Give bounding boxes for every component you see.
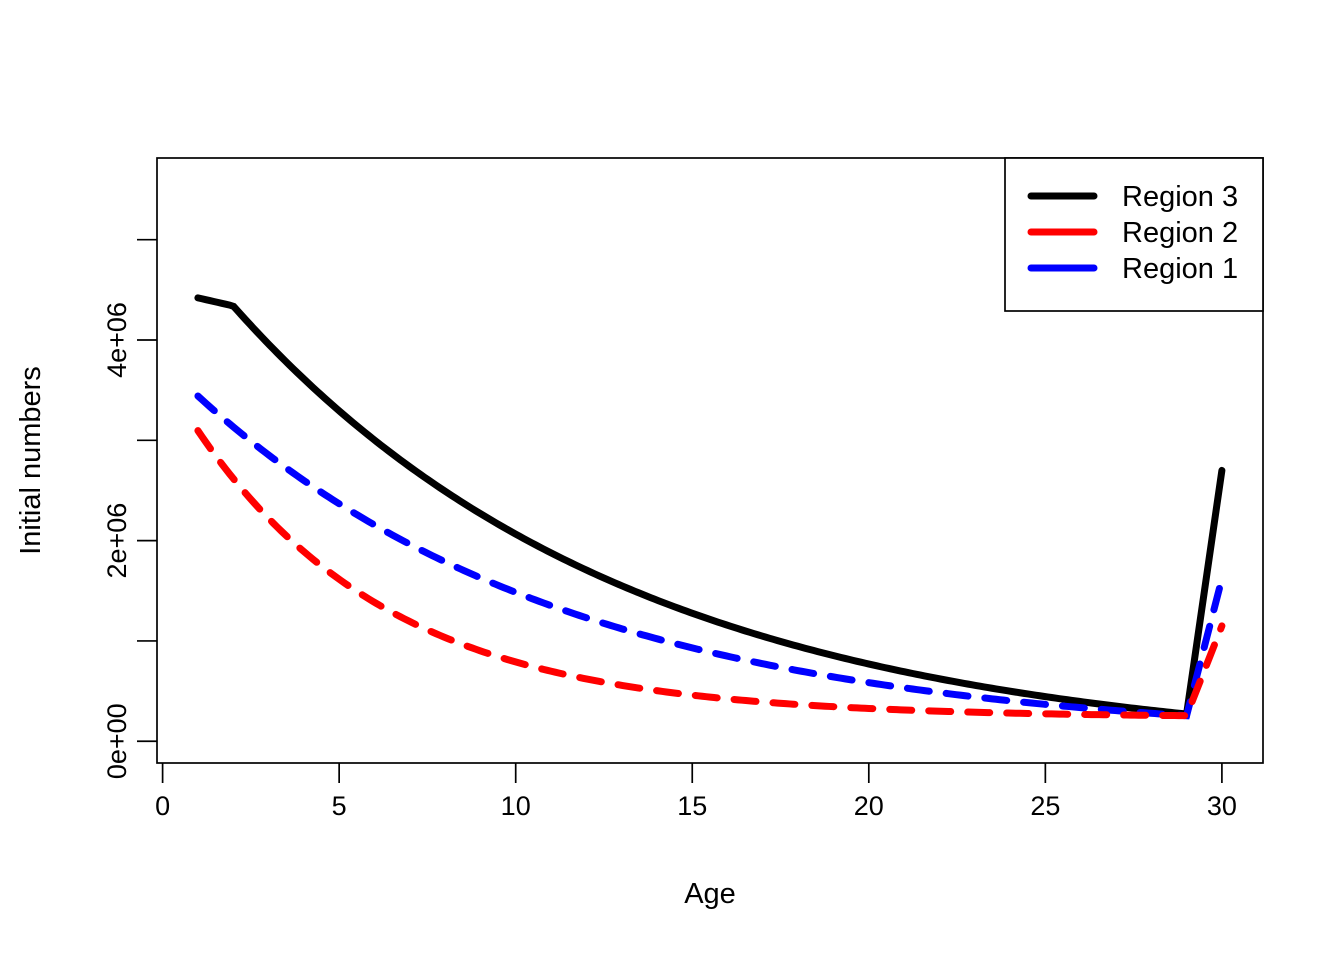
svg-text:Initial numbers: Initial numbers — [15, 366, 47, 555]
svg-text:20: 20 — [854, 791, 884, 821]
svg-text:4e+06: 4e+06 — [102, 302, 132, 378]
svg-text:Age: Age — [684, 878, 736, 910]
svg-text:2e+06: 2e+06 — [102, 503, 132, 579]
svg-text:Region 2: Region 2 — [1122, 217, 1238, 249]
svg-text:5: 5 — [332, 791, 347, 821]
svg-text:25: 25 — [1030, 791, 1060, 821]
svg-text:15: 15 — [677, 791, 707, 821]
svg-text:30: 30 — [1207, 791, 1237, 821]
svg-text:10: 10 — [501, 791, 531, 821]
svg-text:Region 1: Region 1 — [1122, 253, 1238, 285]
svg-text:0: 0 — [155, 791, 170, 821]
svg-text:0e+00: 0e+00 — [102, 703, 132, 779]
svg-text:Region 3: Region 3 — [1122, 181, 1238, 213]
